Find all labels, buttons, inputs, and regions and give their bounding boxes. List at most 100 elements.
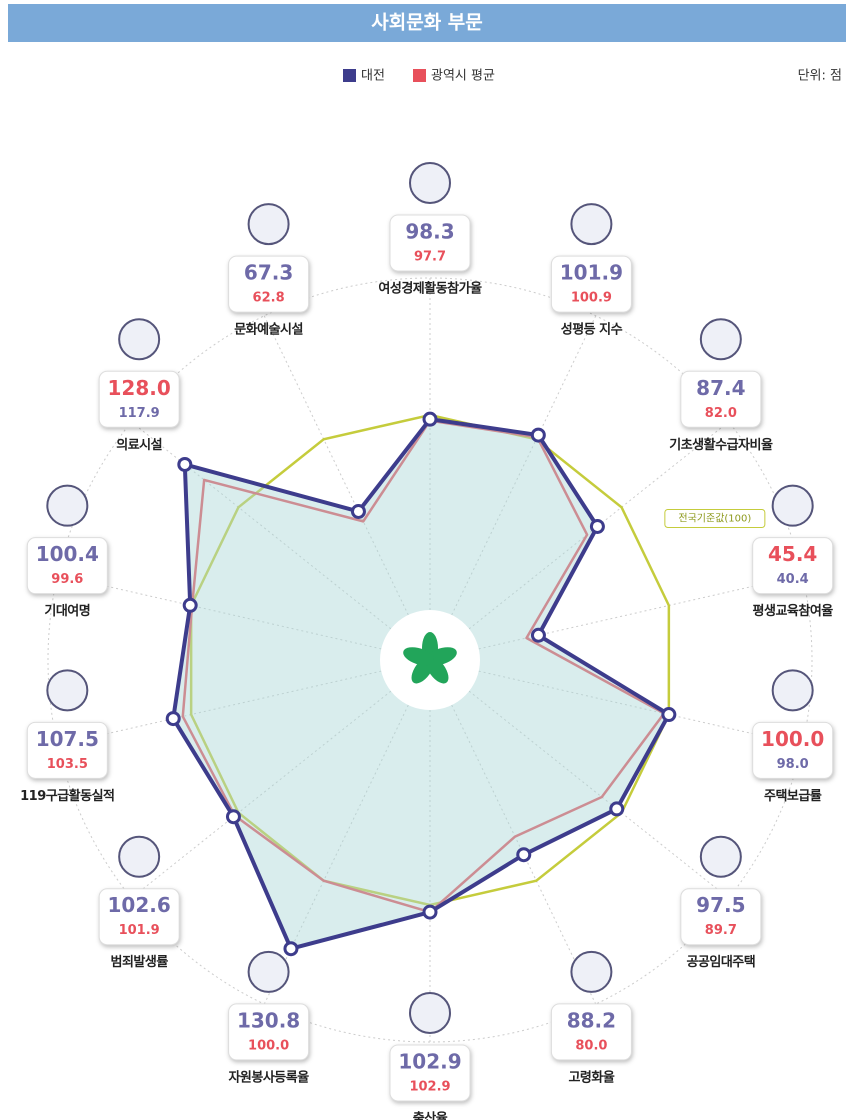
legend-label: 대전 bbox=[361, 69, 385, 84]
category-label: 119구급활동실적 bbox=[20, 788, 114, 804]
spoke bbox=[429, 659, 597, 1005]
value-label: 89.7 bbox=[705, 923, 737, 938]
value-label: 103.5 bbox=[47, 757, 88, 772]
category-icon bbox=[118, 318, 161, 361]
category-label: 출산율 bbox=[413, 1111, 448, 1120]
value-label: 97.5 bbox=[696, 893, 745, 917]
label-box bbox=[228, 255, 310, 313]
label-box bbox=[26, 721, 108, 779]
data-point bbox=[350, 503, 366, 519]
category-label: 공공임대주택 bbox=[686, 954, 755, 970]
value-label: 88.2 bbox=[567, 1008, 616, 1032]
category-label: 평생교육참여율 bbox=[753, 603, 834, 619]
category-label: 성평등 지수 bbox=[561, 322, 623, 338]
outer-ring bbox=[47, 277, 813, 1043]
value-label: 102.6 bbox=[108, 893, 171, 917]
value-label: 101.9 bbox=[119, 923, 160, 938]
unit-label: 단위: 점 bbox=[798, 69, 842, 84]
category-label: 주택보급률 bbox=[764, 788, 822, 804]
data-point bbox=[177, 456, 193, 472]
data-point bbox=[661, 707, 677, 723]
data-point bbox=[422, 904, 438, 920]
data-point bbox=[182, 597, 198, 613]
spoke bbox=[429, 421, 729, 661]
spoke bbox=[57, 659, 431, 746]
title-bar bbox=[8, 4, 846, 42]
data-point bbox=[589, 518, 605, 534]
spoke bbox=[429, 574, 803, 661]
value-label: 98.0 bbox=[777, 757, 809, 772]
label-box bbox=[98, 888, 180, 946]
value-label: 128.0 bbox=[108, 376, 171, 400]
category-label: 기대여명 bbox=[44, 603, 90, 619]
label-box bbox=[550, 1003, 632, 1061]
category-icon bbox=[46, 484, 89, 527]
value-label: 45.4 bbox=[768, 542, 817, 566]
label-box bbox=[680, 888, 762, 946]
value-label: 97.7 bbox=[414, 250, 446, 265]
value-label: 100.0 bbox=[761, 727, 824, 751]
label-box bbox=[389, 214, 471, 272]
label-box bbox=[680, 370, 762, 428]
data-point bbox=[530, 427, 546, 443]
category-label: 범죄발생률 bbox=[111, 954, 169, 970]
value-label: 99.6 bbox=[51, 572, 83, 587]
category-icon bbox=[570, 203, 613, 246]
legend-swatch bbox=[343, 69, 356, 82]
data-point bbox=[422, 411, 438, 427]
logo-petal bbox=[403, 647, 435, 666]
value-label: 102.9 bbox=[409, 1080, 450, 1095]
category-icon bbox=[409, 162, 451, 204]
data-point bbox=[225, 809, 241, 825]
value-label: 107.5 bbox=[36, 727, 99, 751]
spoke bbox=[263, 659, 431, 1005]
value-label: 87.4 bbox=[696, 376, 745, 400]
category-icon bbox=[699, 318, 742, 361]
spoke bbox=[429, 659, 729, 899]
spoke bbox=[263, 315, 431, 661]
category-icon bbox=[46, 669, 89, 712]
value-label: 80.0 bbox=[575, 1038, 607, 1053]
spoke bbox=[131, 659, 431, 899]
category-label: 문화예술시설 bbox=[234, 322, 303, 338]
chart-title: 사회문화 부문 bbox=[371, 12, 483, 34]
value-label: 98.3 bbox=[405, 220, 454, 244]
value-label: 100.4 bbox=[36, 542, 99, 566]
label-box bbox=[98, 370, 180, 428]
label-box bbox=[26, 537, 108, 595]
category-icon bbox=[118, 835, 161, 878]
category-icon bbox=[247, 203, 290, 246]
spoke bbox=[131, 421, 431, 661]
value-label: 82.0 bbox=[705, 406, 737, 421]
label-box bbox=[550, 255, 632, 313]
label-box bbox=[228, 1003, 310, 1061]
value-label: 67.3 bbox=[244, 261, 293, 285]
category-icon bbox=[570, 950, 613, 993]
value-label: 101.9 bbox=[560, 261, 623, 285]
data-point bbox=[516, 847, 532, 863]
data-point bbox=[283, 941, 299, 957]
data-point bbox=[165, 711, 181, 727]
value-label: 62.8 bbox=[253, 291, 285, 306]
legend-label: 광역시 평균 bbox=[431, 69, 495, 84]
value-label: 100.0 bbox=[248, 1038, 289, 1053]
value-label: 100.9 bbox=[571, 291, 612, 306]
legend-swatch bbox=[413, 69, 426, 82]
category-icon bbox=[409, 992, 451, 1034]
value-label: 117.9 bbox=[119, 406, 160, 421]
value-label: 102.9 bbox=[398, 1050, 461, 1074]
spoke bbox=[57, 574, 431, 661]
category-label: 여성경제활동참가율 bbox=[378, 281, 482, 297]
value-label: 40.4 bbox=[777, 572, 809, 587]
data-point bbox=[609, 801, 625, 817]
spoke bbox=[429, 659, 803, 746]
reference-label: 전국기준값(100) bbox=[678, 512, 751, 524]
data-point bbox=[530, 627, 546, 643]
category-icon bbox=[247, 950, 290, 993]
spoke bbox=[429, 315, 597, 661]
reference-label-box bbox=[664, 508, 766, 528]
label-box bbox=[752, 721, 834, 779]
category-icon bbox=[699, 835, 742, 878]
